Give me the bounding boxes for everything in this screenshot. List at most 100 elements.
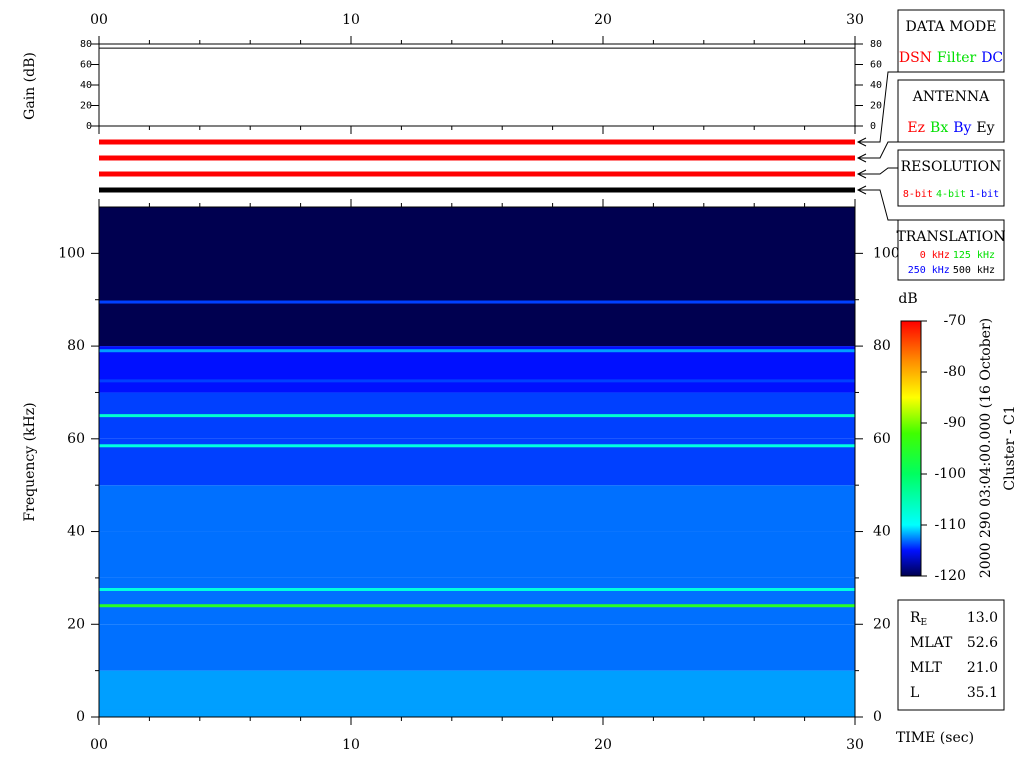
colorbar-tick-label: -80	[943, 364, 966, 380]
y-tick-label: 0	[873, 709, 882, 725]
ephemeris-label-text: MLAT	[910, 635, 953, 651]
y-tick-label: 60	[870, 60, 882, 71]
colorbar-tick-label: -110	[935, 517, 966, 533]
y-tick-label: 80	[67, 338, 85, 354]
ephemeris-value: 13.0	[967, 610, 998, 626]
y-tick-label: 40	[80, 80, 92, 91]
indicator-arrow	[856, 137, 867, 147]
y-tick-label: 100	[58, 245, 85, 261]
spectrogram-cell	[99, 577, 855, 625]
y-tick-label: 60	[873, 431, 891, 447]
spectrogram-cell	[99, 670, 855, 717]
panel-option: 500 kHz	[953, 265, 995, 276]
y-tick-label: 80	[80, 39, 92, 50]
y-tick-label: 100	[873, 245, 900, 261]
spectrogram-cell	[99, 207, 855, 347]
x-axis-label: TIME (sec)	[896, 730, 974, 746]
colorbar-tick-label: -120	[935, 568, 966, 584]
x-tick-label: 10	[342, 12, 360, 28]
panel-option: Bx	[930, 120, 948, 136]
spectrogram-cell	[99, 346, 855, 393]
ephemeris-label-text: MLT	[910, 660, 942, 676]
plot-frame	[98, 206, 856, 718]
x-tick-label: 30	[846, 12, 864, 28]
indicator-arrow	[856, 185, 867, 195]
indicator-connector	[858, 167, 898, 175]
x-tick-label: 20	[594, 12, 612, 28]
panel-option: 1-bit	[969, 189, 999, 200]
spectral-line	[99, 444, 855, 448]
y-tick-label: 20	[67, 616, 85, 632]
indicator-bar	[99, 187, 855, 193]
panel-option: 4-bit	[936, 189, 966, 200]
x-tick-label: 20	[594, 737, 612, 753]
indicator-connector	[858, 189, 898, 221]
ephemeris-label-text: L	[910, 685, 919, 701]
spectral-line	[99, 349, 855, 353]
colorbar-tick-label: -100	[935, 466, 966, 482]
indicator-bar	[99, 155, 855, 161]
spectral-line	[99, 706, 855, 710]
panel-box	[897, 149, 1005, 207]
y-tick-label: 80	[870, 39, 882, 50]
indicator-arrow	[856, 169, 867, 179]
ephemeris-subscript: E	[921, 618, 928, 628]
y-tick-label: 20	[80, 101, 92, 112]
spectrogram-cell	[99, 531, 855, 578]
y-tick-label: 80	[873, 338, 891, 354]
panel-option: 250 kHz	[908, 265, 950, 276]
panel-option: 8-bit	[903, 189, 933, 200]
indicator-arrow	[856, 153, 867, 163]
y-tick-label: 40	[870, 80, 882, 91]
panel-option: 125 kHz	[953, 250, 995, 261]
plot-frame	[98, 43, 856, 127]
colorbar-label: dB	[898, 291, 917, 307]
panel-option: DSN	[899, 50, 932, 66]
panel-title: DATA MODE	[906, 19, 997, 35]
y-tick-label: 20	[873, 616, 891, 632]
x-tick-label: 00	[90, 737, 108, 753]
spectral-line	[99, 604, 855, 608]
panel-options: Ez Bx By Ey	[907, 120, 994, 136]
spectrogram-cell	[99, 485, 855, 532]
y-tick-label: 40	[67, 524, 85, 540]
panel-title: RESOLUTION	[901, 159, 1002, 175]
panel-title: ANTENNA	[912, 89, 990, 105]
panel-options: 0 kHz 125 kHz	[920, 250, 995, 261]
ephemeris-label: MLAT	[910, 635, 953, 651]
panel-options: 250 kHz 500 kHz	[908, 265, 995, 276]
panel-option: By	[953, 120, 971, 136]
panel-box	[897, 219, 1005, 281]
y-tick-label: 0	[870, 121, 876, 132]
side-subtitle: Cluster - C1	[1002, 405, 1018, 490]
ephemeris-value: 52.6	[967, 635, 998, 651]
gain-axis-label: Gain (dB)	[22, 52, 38, 120]
spectral-line	[99, 379, 855, 383]
spectral-line	[99, 588, 855, 591]
y-tick-label: 20	[870, 101, 882, 112]
y-tick-label: 0	[76, 709, 85, 725]
panel-options: 8-bit 4-bit 1-bit	[903, 189, 999, 200]
y-tick-label: 40	[873, 524, 891, 540]
side-title: 2000 290 03:04:00.000 (16 October)	[978, 318, 994, 578]
indicator-connector	[858, 141, 898, 159]
panel-option: 0 kHz	[920, 250, 950, 261]
spectral-line	[99, 300, 855, 304]
colorbar-tick-label: -90	[943, 415, 966, 431]
panel-option: DC	[981, 50, 1003, 66]
indicator-connector	[858, 71, 898, 143]
indicator-bar	[99, 171, 855, 177]
ephemeris-value: 35.1	[967, 685, 998, 701]
panel-option: Ey	[976, 120, 994, 136]
x-tick-label: 00	[90, 12, 108, 28]
y-tick-label: 60	[67, 431, 85, 447]
ephemeris-label-text: R	[910, 610, 921, 626]
y-tick-label: 0	[86, 121, 92, 132]
panel-title: TRANSLATION	[896, 229, 1005, 245]
panel-option: Ez	[907, 120, 925, 136]
ephemeris-label: L	[910, 685, 919, 701]
ephemeris-value: 21.0	[967, 660, 998, 676]
panel-box	[897, 9, 1005, 73]
